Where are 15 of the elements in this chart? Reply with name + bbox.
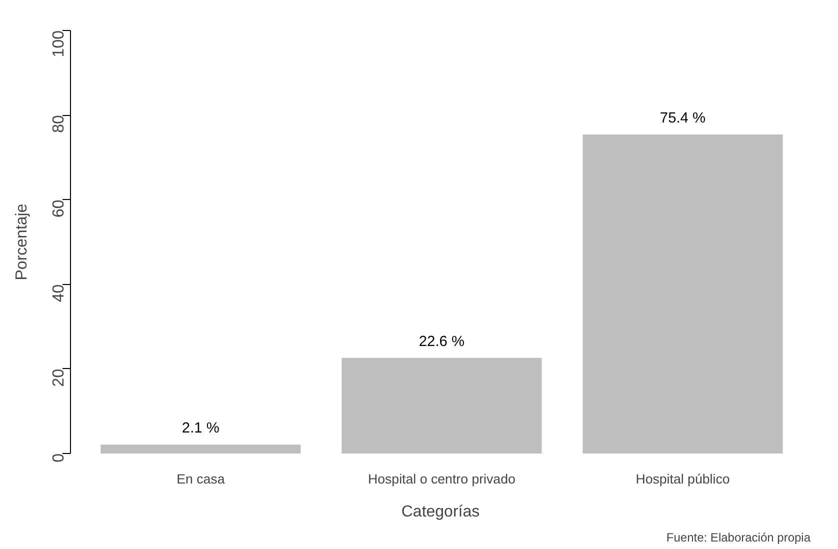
y-tick-label: 60 <box>50 200 68 218</box>
y-tick-label: 20 <box>50 368 68 387</box>
y-tick-label: 100 <box>50 30 68 58</box>
x-tick-label: En casa <box>176 472 226 486</box>
x-tick-label: Hospital público <box>636 472 730 486</box>
data-label: 22.6 % <box>418 334 465 350</box>
data-label: 75.4 % <box>660 110 706 127</box>
y-tick-label: 0 <box>50 453 68 462</box>
x-axis-title: Categorías <box>401 504 480 520</box>
y-tick-label: 40 <box>50 284 68 302</box>
data-label: 2.1 % <box>182 420 220 437</box>
source-note: Fuente: Elaboración propia <box>666 530 811 544</box>
y-tick-label: 80 <box>50 115 68 133</box>
x-tick-label: Hospital o centro privado <box>368 472 516 486</box>
y-axis-title: Porcentaje <box>14 204 30 280</box>
